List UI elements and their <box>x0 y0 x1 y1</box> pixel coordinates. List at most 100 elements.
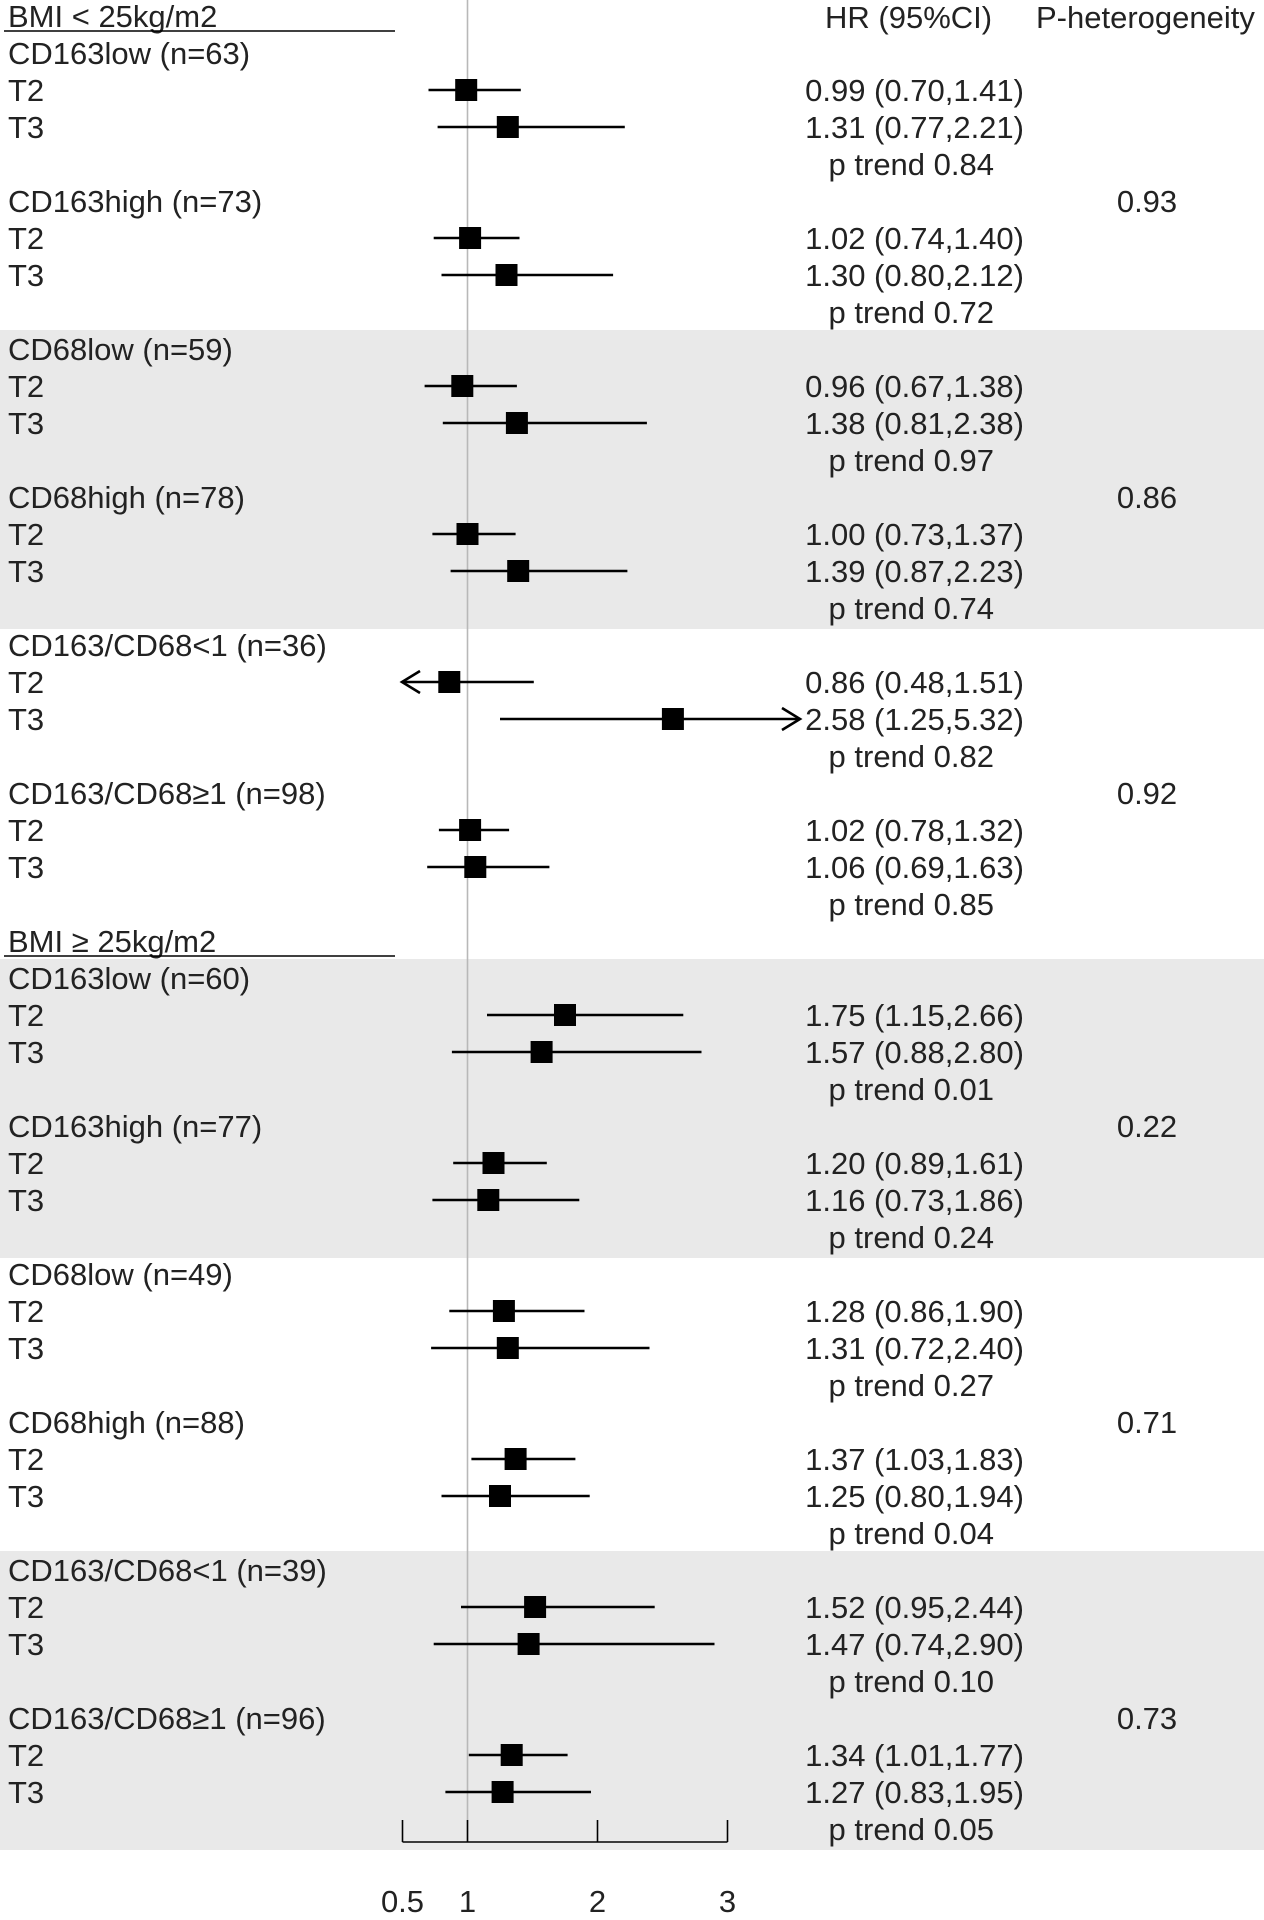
row-label: T3 <box>8 406 44 441</box>
row-label: T2 <box>8 1294 44 1329</box>
group-label: CD68low (n=49) <box>8 1257 233 1292</box>
group-label: CD163low (n=63) <box>8 36 250 71</box>
hr-point <box>455 79 478 101</box>
x-axis: 0.5 1 2 3 <box>381 1820 736 1919</box>
band-layer <box>0 330 1264 1850</box>
hr-ci-text: 1.06 (0.69,1.63) <box>805 850 1024 885</box>
hr-ci-text: 1.30 (0.80,2.12) <box>805 258 1024 293</box>
ci-arrow-left <box>399 669 421 695</box>
section-title: BMI ≥ 25kg/m2 <box>8 924 216 959</box>
hr-point <box>464 856 487 878</box>
group-label: CD163/CD68≥1 (n=96) <box>8 1701 326 1736</box>
group-label: CD163/CD68<1 (n=36) <box>8 628 327 663</box>
hr-ci-text: 1.02 (0.78,1.32) <box>805 813 1024 848</box>
p-trend-text: p trend 0.24 <box>829 1220 994 1255</box>
hr-point <box>524 1596 547 1618</box>
p-trend-text: p trend 0.01 <box>829 1072 994 1107</box>
row-label: T2 <box>8 665 44 700</box>
row-label: T3 <box>8 1331 44 1366</box>
labels-layer: HR (95%CI) P-heterogeneity BMI < 25kg/m2… <box>4 0 1255 1847</box>
x-tick-label: 3 <box>719 1884 736 1919</box>
hr-point <box>438 671 461 693</box>
row-label: T2 <box>8 1590 44 1625</box>
hr-point <box>459 227 482 249</box>
hr-ci-text: 1.27 (0.83,1.95) <box>805 1775 1024 1810</box>
hr-point <box>530 1041 553 1063</box>
hr-point <box>451 375 474 397</box>
hr-point <box>496 116 519 138</box>
hr-point <box>496 1337 519 1359</box>
hr-point <box>495 264 518 286</box>
hr-ci-text: 0.96 (0.67,1.38) <box>805 369 1024 404</box>
p-trend-text: p trend 0.04 <box>829 1516 994 1551</box>
hr-ci-text: 1.31 (0.72,2.40) <box>805 1331 1024 1366</box>
hr-ci-text: 1.25 (0.80,1.94) <box>805 1479 1024 1514</box>
row-label: T2 <box>8 517 44 552</box>
p-trend-text: p trend 0.10 <box>829 1664 994 1699</box>
hr-point <box>456 523 479 545</box>
p-heterogeneity-value: 0.73 <box>1117 1701 1177 1736</box>
ci-arrow-right <box>781 706 803 732</box>
hr-ci-text: 1.28 (0.86,1.90) <box>805 1294 1024 1329</box>
group-label: CD68low (n=59) <box>8 332 233 367</box>
group-label: CD163low (n=60) <box>8 961 250 996</box>
group-band <box>0 959 1264 1258</box>
x-tick-label: 2 <box>589 1884 606 1919</box>
row-label: T2 <box>8 998 44 1033</box>
section-title: BMI < 25kg/m2 <box>8 0 217 34</box>
hr-point <box>505 412 528 434</box>
row-label: T3 <box>8 1627 44 1662</box>
row-label: T2 <box>8 1442 44 1477</box>
p-trend-text: p trend 0.05 <box>829 1812 994 1847</box>
hr-ci-text: 1.02 (0.74,1.40) <box>805 221 1024 256</box>
p-heterogeneity-value: 0.92 <box>1117 776 1177 811</box>
hr-ci-text: 1.31 (0.77,2.21) <box>805 110 1024 145</box>
hr-point <box>661 708 684 730</box>
row-label: T3 <box>8 258 44 293</box>
p-trend-text: p trend 0.84 <box>829 147 994 182</box>
row-label: T2 <box>8 1146 44 1181</box>
row-label: T3 <box>8 1035 44 1070</box>
group-label: CD163/CD68≥1 (n=98) <box>8 776 326 811</box>
row-label: T2 <box>8 369 44 404</box>
hr-point <box>500 1744 523 1766</box>
p-trend-text: p trend 0.74 <box>829 591 994 626</box>
hr-point <box>554 1004 576 1026</box>
hr-ci-text: 0.99 (0.70,1.41) <box>805 73 1024 108</box>
hr-point <box>491 1781 514 1803</box>
hr-point <box>492 1300 515 1322</box>
x-tick-label: 1 <box>459 1884 476 1919</box>
hr-ci-text: 1.37 (1.03,1.83) <box>805 1442 1024 1477</box>
group-label: CD163/CD68<1 (n=39) <box>8 1553 327 1588</box>
p-trend-text: p trend 0.72 <box>829 295 994 330</box>
hr-ci-text: 1.52 (0.95,2.44) <box>805 1590 1024 1625</box>
hr-ci-text: 1.00 (0.73,1.37) <box>805 517 1024 552</box>
group-label: CD68high (n=78) <box>8 480 245 515</box>
hr-point <box>489 1485 511 1507</box>
p-heterogeneity-value: 0.86 <box>1117 480 1177 515</box>
row-label: T3 <box>8 1775 44 1810</box>
row-label: T2 <box>8 1738 44 1773</box>
hr-ci-text: 1.75 (1.15,2.66) <box>805 998 1024 1033</box>
hr-ci-text: 1.16 (0.73,1.86) <box>805 1183 1024 1218</box>
x-tick-label: 0.5 <box>381 1884 424 1919</box>
hr-point <box>459 819 482 841</box>
row-label: T3 <box>8 1183 44 1218</box>
hr-column-header: HR (95%CI) <box>825 0 992 35</box>
hr-ci-text: 1.47 (0.74,2.90) <box>805 1627 1024 1662</box>
row-label: T2 <box>8 221 44 256</box>
hr-ci-text: 1.57 (0.88,2.80) <box>805 1035 1024 1070</box>
hr-ci-text: 0.86 (0.48,1.51) <box>805 665 1024 700</box>
hr-ci-text: 1.38 (0.81,2.38) <box>805 406 1024 441</box>
hr-point <box>477 1189 500 1211</box>
row-label: T2 <box>8 813 44 848</box>
hr-ci-text: 1.39 (0.87,2.23) <box>805 554 1024 589</box>
p-trend-text: p trend 0.82 <box>829 739 994 774</box>
p-heterogeneity-column-header: P-heterogeneity <box>1036 0 1255 35</box>
group-label: CD163high (n=73) <box>8 184 262 219</box>
hr-ci-text: 1.34 (1.01,1.77) <box>805 1738 1024 1773</box>
group-label: CD163high (n=77) <box>8 1109 262 1144</box>
hr-point <box>517 1633 540 1655</box>
row-label: T3 <box>8 702 44 737</box>
